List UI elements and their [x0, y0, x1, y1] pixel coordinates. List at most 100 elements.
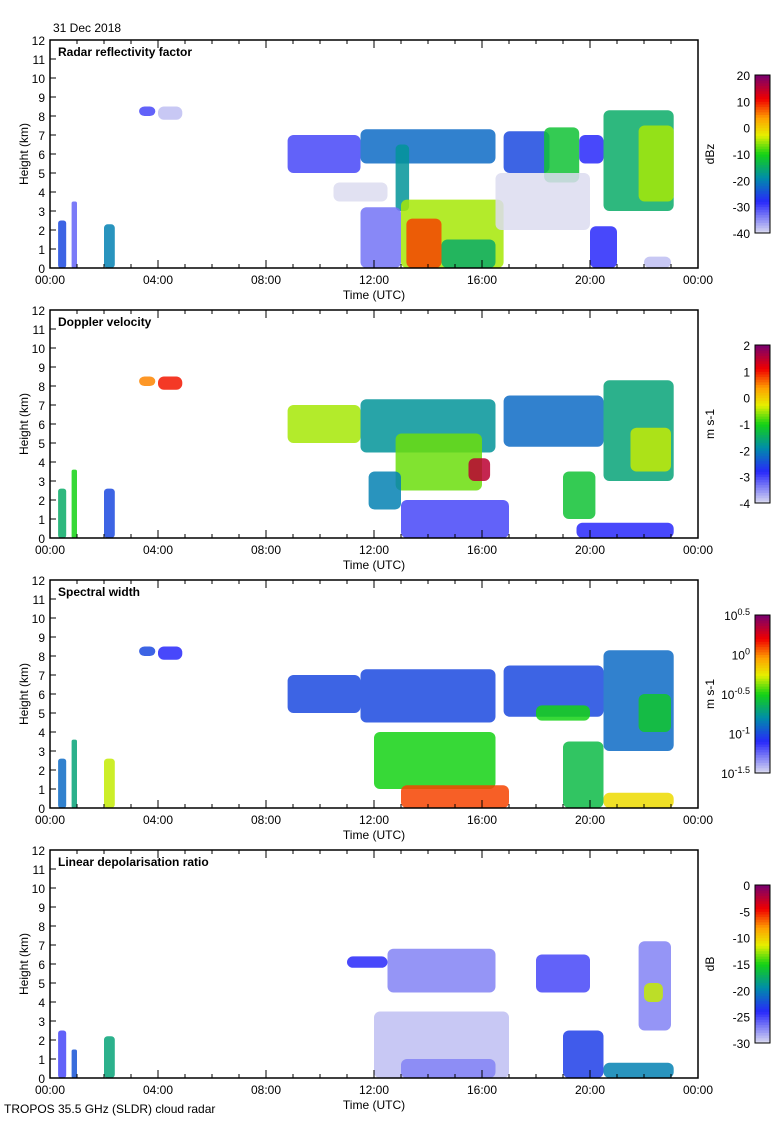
colorbar-swatch — [755, 643, 770, 648]
colorbar-swatch — [755, 495, 770, 499]
y-axis-label: Height (km) — [17, 663, 31, 725]
colorbar-swatch — [755, 1019, 770, 1023]
x-tick-label: 04:00 — [143, 543, 173, 557]
colorbar-swatch — [755, 979, 770, 983]
y-axis-label: Height (km) — [17, 393, 31, 455]
y-tick-label: 2 — [38, 494, 45, 508]
colorbar-swatch — [755, 657, 770, 661]
colorbar-swatch — [755, 759, 770, 763]
x-tick-label: 16:00 — [467, 1083, 497, 1097]
colorbar-swatch — [755, 442, 770, 446]
y-tick-label: 12 — [32, 574, 46, 588]
x-tick-label: 08:00 — [251, 543, 281, 557]
colorbar-swatch — [755, 484, 770, 488]
y-tick-label: 8 — [38, 650, 45, 664]
colorbar-swatch — [755, 381, 770, 385]
data-cell — [71, 1049, 77, 1078]
colorbar-tick-label: 10 — [737, 95, 751, 109]
data-cell — [638, 694, 671, 732]
y-tick-label: 7 — [38, 939, 45, 953]
colorbar-swatch — [755, 665, 770, 669]
colorbar-tick-label: 0 — [743, 122, 750, 136]
x-axis-label: Time (UTC) — [343, 828, 405, 842]
y-tick-label: 4 — [38, 996, 45, 1010]
colorbar-swatch — [755, 720, 770, 724]
colorbar-swatch — [755, 1027, 770, 1031]
colorbar-swatch — [755, 489, 770, 493]
colorbar-tick-label: -25 — [733, 1011, 751, 1025]
y-tick-label: 5 — [38, 707, 45, 721]
x-tick-label: 00:00 — [683, 543, 713, 557]
x-axis-label: Time (UTC) — [343, 1098, 405, 1112]
colorbar-label: dB — [703, 957, 717, 972]
colorbar-swatch — [755, 670, 770, 674]
colorbar-swatch — [755, 159, 770, 163]
colorbar-swatch — [755, 389, 770, 393]
y-tick-label: 8 — [38, 110, 45, 124]
y-tick-label: 3 — [38, 475, 45, 489]
y-axis-label: Height (km) — [17, 123, 31, 185]
colorbar-swatch — [755, 360, 770, 364]
data-cell — [139, 646, 156, 656]
data-cell — [603, 1062, 674, 1078]
data-cell — [495, 173, 590, 230]
colorbar-swatch — [755, 455, 770, 459]
colorbar-swatch — [755, 641, 770, 645]
data-cell — [347, 956, 388, 968]
colorbar-swatch — [755, 937, 770, 941]
y-tick-label: 7 — [38, 129, 45, 143]
colorbar-swatch — [755, 992, 770, 997]
colorbar-swatch — [755, 908, 770, 912]
colorbar-swatch — [755, 452, 770, 457]
colorbar-swatch — [755, 628, 770, 632]
colorbar-label: m s-1 — [703, 409, 717, 439]
x-tick-label: 04:00 — [143, 813, 173, 827]
colorbar-swatch — [755, 958, 770, 962]
x-tick-label: 04:00 — [143, 1083, 173, 1097]
colorbar-swatch — [755, 138, 770, 142]
colorbar-swatch — [755, 347, 770, 351]
colorbar-swatch — [755, 646, 770, 650]
colorbar-swatch — [755, 101, 770, 105]
x-tick-label: 16:00 — [467, 273, 497, 287]
y-tick-label: 2 — [38, 1034, 45, 1048]
colorbar-swatch — [755, 688, 770, 692]
colorbar-swatch — [755, 227, 770, 231]
data-cell — [71, 469, 77, 538]
y-tick-label: 8 — [38, 380, 45, 394]
colorbar-swatch — [755, 132, 770, 137]
colorbar-swatch — [755, 738, 770, 742]
colorbar-swatch — [755, 927, 770, 931]
colorbar-tick-label: -30 — [733, 1037, 751, 1051]
x-tick-label: 00:00 — [683, 813, 713, 827]
y-tick-label: 11 — [33, 53, 46, 67]
colorbar-swatch — [755, 919, 770, 923]
data-cell — [563, 1030, 604, 1078]
colorbar-swatch — [755, 188, 770, 192]
colorbar-swatch — [755, 1035, 770, 1039]
colorbar-swatch — [755, 80, 770, 84]
colorbar-label: m s-1 — [703, 679, 717, 709]
y-tick-label: 7 — [38, 669, 45, 683]
colorbar-swatch — [755, 366, 770, 370]
colorbar-swatch — [755, 921, 770, 925]
colorbar-swatch — [755, 410, 770, 414]
y-tick-label: 10 — [32, 882, 46, 896]
colorbar-swatch — [755, 424, 770, 428]
colorbar-swatch — [755, 379, 770, 383]
colorbar-swatch — [755, 146, 770, 150]
colorbar-swatch — [755, 950, 770, 954]
colorbar-swatch — [755, 167, 770, 171]
colorbar-swatch — [755, 638, 770, 642]
colorbar-swatch — [755, 680, 770, 684]
y-tick-label: 3 — [38, 205, 45, 219]
colorbar-swatch — [755, 177, 770, 181]
colorbar-swatch — [755, 900, 770, 904]
colorbar-tick-label: -40 — [733, 227, 751, 241]
colorbar-swatch — [755, 945, 770, 949]
colorbar-swatch — [755, 421, 770, 425]
colorbar-swatch — [755, 156, 770, 160]
